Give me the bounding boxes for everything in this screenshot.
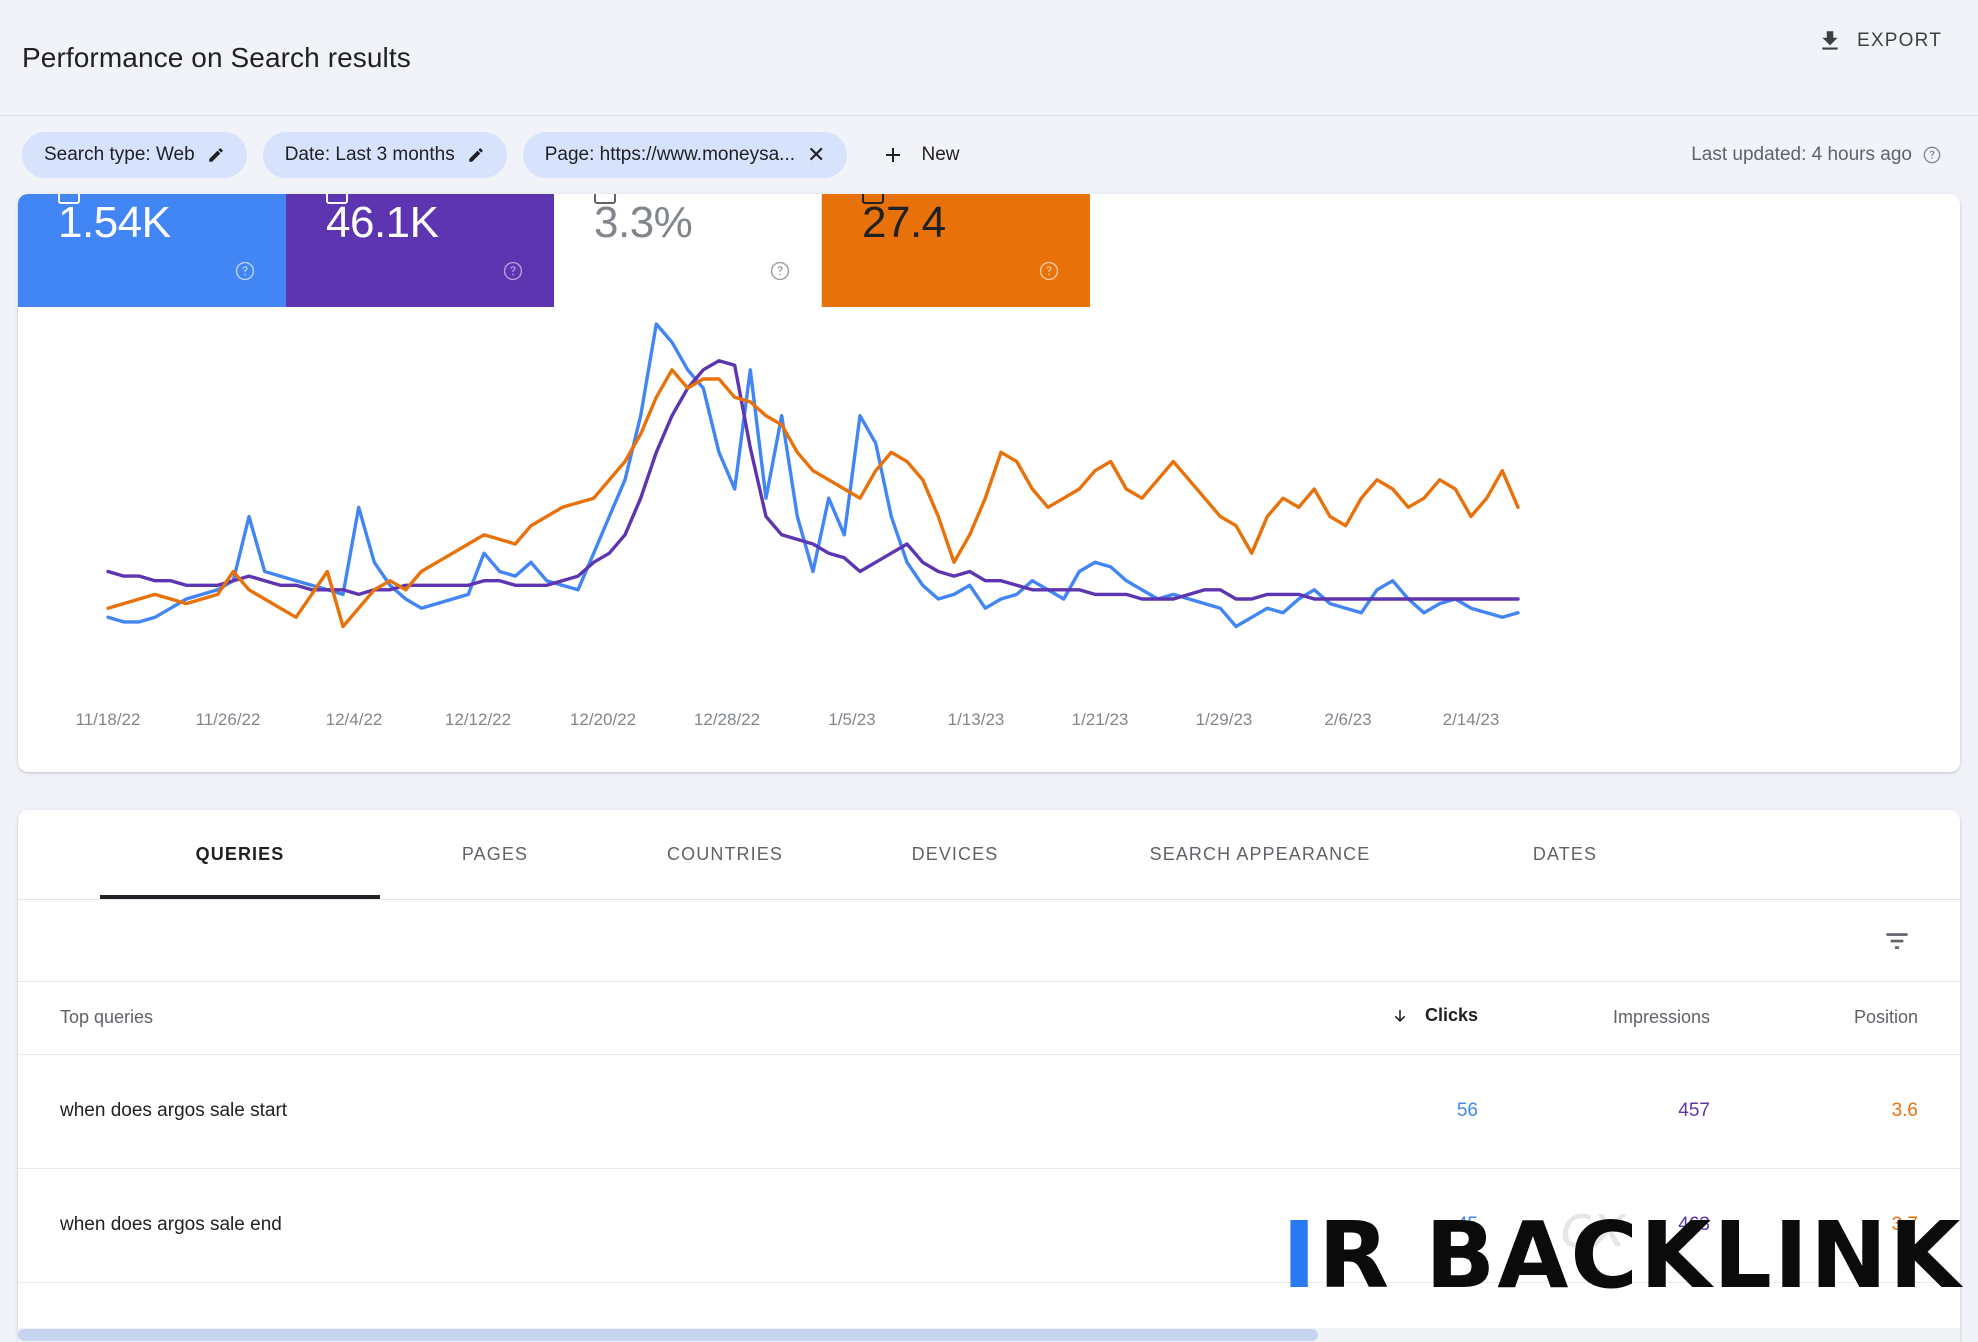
download-icon — [1817, 28, 1843, 54]
clicks-cell: 56 — [1456, 1100, 1478, 1121]
queries-table: Top queries Clicks Impressions Position … — [18, 982, 1960, 1342]
last-updated-label: Last updated: 4 hours ago — [1691, 144, 1912, 165]
tab-label: PAGES — [461, 844, 529, 864]
tab-label: QUERIES — [195, 844, 285, 864]
filter-icon[interactable] — [1880, 924, 1914, 958]
add-filter-label: New — [921, 144, 960, 165]
chart-series-impressions — [106, 359, 1520, 601]
export-label: EXPORT — [1857, 30, 1942, 51]
plus-icon — [881, 143, 905, 167]
x-axis-tick-label: 12/28/22 — [693, 710, 761, 729]
checkbox-icon[interactable] — [862, 194, 884, 204]
chart-series-position — [106, 368, 1520, 629]
position-cell: 3.6 — [1891, 1100, 1918, 1121]
column-header-clicks-label: Clicks — [1424, 1005, 1478, 1025]
x-axis-tick-label: 2/14/23 — [1442, 710, 1500, 729]
help-circle-icon[interactable] — [502, 260, 524, 282]
horizontal-scrollbar[interactable] — [18, 1328, 1960, 1342]
pencil-icon[interactable] — [467, 146, 485, 164]
tab-countries[interactable]: COUNTRIES — [610, 844, 840, 865]
tab-pages[interactable]: PAGES — [380, 844, 610, 865]
pencil-icon[interactable] — [207, 146, 225, 164]
filter-bar: Search type: Web Date: Last 3 months Pag… — [0, 116, 1978, 194]
query-cell[interactable]: when does argos sale end — [60, 1214, 282, 1235]
add-filter-button[interactable]: New — [881, 143, 959, 167]
table-head: Top queries Clicks Impressions Position — [18, 982, 1960, 1054]
last-updated: Last updated: 4 hours ago — [1691, 144, 1942, 166]
metric-value: 3.3% — [594, 198, 693, 247]
metric-value: 46.1K — [326, 198, 439, 247]
x-axis-tick-label: 12/4/22 — [325, 710, 383, 729]
checkbox-icon[interactable] — [594, 194, 616, 204]
performance-line-chart[interactable]: 11/18/22 11/26/22 12/4/22 12/12/22 12/20/22 1… — [18, 314, 1960, 772]
x-axis-tick-label: 1/29/23 — [1195, 710, 1253, 729]
metric-average-position[interactable]: 27.4 — [822, 194, 1090, 307]
export-button[interactable]: EXPORT — [1817, 28, 1942, 54]
tab-label: DEVICES — [911, 844, 999, 864]
help-circle-icon[interactable] — [769, 260, 791, 282]
chart-svg — [106, 322, 1520, 629]
impressions-cell: 463 — [1678, 1214, 1710, 1235]
scrollbar-thumb[interactable] — [18, 1329, 1318, 1341]
metric-value: 1.54K — [58, 198, 171, 247]
filter-chip-search-type[interactable]: Search type: Web — [22, 132, 247, 178]
metric-total-impressions[interactable]: 46.1K — [286, 194, 554, 307]
page-header: Performance on Search results EXPORT — [0, 0, 1978, 116]
tab-dates[interactable]: DATES — [1450, 844, 1680, 865]
page-title: Performance on Search results — [22, 41, 411, 73]
filter-chip-page[interactable]: Page: https://www.moneysa... ✕ — [522, 132, 848, 178]
close-icon[interactable]: ✕ — [807, 142, 826, 167]
x-axis-tick-label: 12/20/22 — [569, 710, 637, 729]
chart-x-axis: 11/18/22 11/26/22 12/4/22 12/12/22 12/20/22 1… — [18, 710, 1960, 736]
x-axis-tick-label: 11/18/22 — [75, 710, 141, 729]
help-circle-icon[interactable] — [1038, 260, 1060, 282]
tab-devices[interactable]: DEVICES — [840, 844, 1070, 865]
tab-search-appearance[interactable]: SEARCH APPEARANCE — [1070, 844, 1450, 865]
x-axis-tick-label: 12/12/22 — [444, 710, 512, 729]
position-cell: 3.7 — [1891, 1214, 1918, 1235]
arrow-down-icon — [1391, 1006, 1409, 1026]
query-cell[interactable]: when does argos sale start — [60, 1100, 288, 1121]
x-axis-tick-label: 11/26/22 — [195, 710, 261, 729]
help-circle-icon[interactable] — [234, 260, 256, 282]
dimension-table-card: QUERIES PAGES COUNTRIES DEVICES SEARCH APPEA… — [18, 810, 1960, 1342]
table-header-row: Top queries Clicks Impressions Position — [18, 982, 1960, 1054]
help-circle-icon[interactable] — [1922, 145, 1942, 165]
clicks-cell: 45 — [1456, 1214, 1478, 1235]
dimension-tabs: QUERIES PAGES COUNTRIES DEVICES SEARCH APPEA… — [18, 810, 1960, 900]
active-tab-indicator — [100, 895, 380, 899]
x-axis-tick-label: 1/13/23 — [947, 710, 1005, 729]
x-axis-tick-label: 1/5/23 — [828, 710, 876, 729]
table-row[interactable]: when does argos sale end 45 463 3.7 — [18, 1168, 1960, 1282]
chart-series-clicks — [106, 322, 1520, 629]
filter-chip-label: Search type: Web — [44, 144, 195, 165]
filter-chip-label: Page: https://www.moneysa... — [544, 144, 796, 165]
table-toolbar — [18, 900, 1960, 982]
tab-queries[interactable]: QUERIES — [100, 844, 380, 865]
checkbox-icon[interactable] — [326, 194, 348, 204]
metric-total-clicks[interactable]: 1.54K — [18, 194, 286, 307]
metric-average-ctr[interactable]: 3.3% — [554, 194, 822, 307]
x-axis-tick-label: 2/6/23 — [1324, 710, 1372, 729]
impressions-cell: 457 — [1678, 1100, 1710, 1121]
filter-chip-date[interactable]: Date: Last 3 months — [262, 132, 507, 178]
metric-tiles: 1.54K 46.1K 3.3% — [18, 194, 1090, 307]
metric-value: 27.4 — [862, 198, 946, 247]
tab-label: SEARCH APPEARANCE — [1149, 844, 1371, 864]
filter-chip-label: Date: Last 3 months — [284, 144, 455, 165]
performance-chart-card: 1.54K 46.1K 3.3% — [18, 194, 1960, 772]
column-header-clicks[interactable]: Clicks — [1278, 982, 1510, 1054]
x-axis-tick-label: 1/21/23 — [1071, 710, 1129, 729]
column-header-position[interactable]: Position — [1853, 1007, 1918, 1028]
column-header-impressions[interactable]: Impressions — [1612, 1007, 1710, 1028]
table-row[interactable]: when does argos sale start 56 457 3.6 — [18, 1054, 1960, 1168]
column-header-query[interactable]: Top queries — [60, 1007, 154, 1028]
tab-label: DATES — [1532, 844, 1598, 864]
tab-label: COUNTRIES — [667, 844, 783, 864]
table-body: when does argos sale start 56 457 3.6 when d… — [18, 1054, 1960, 1342]
checkbox-icon[interactable] — [58, 194, 80, 204]
